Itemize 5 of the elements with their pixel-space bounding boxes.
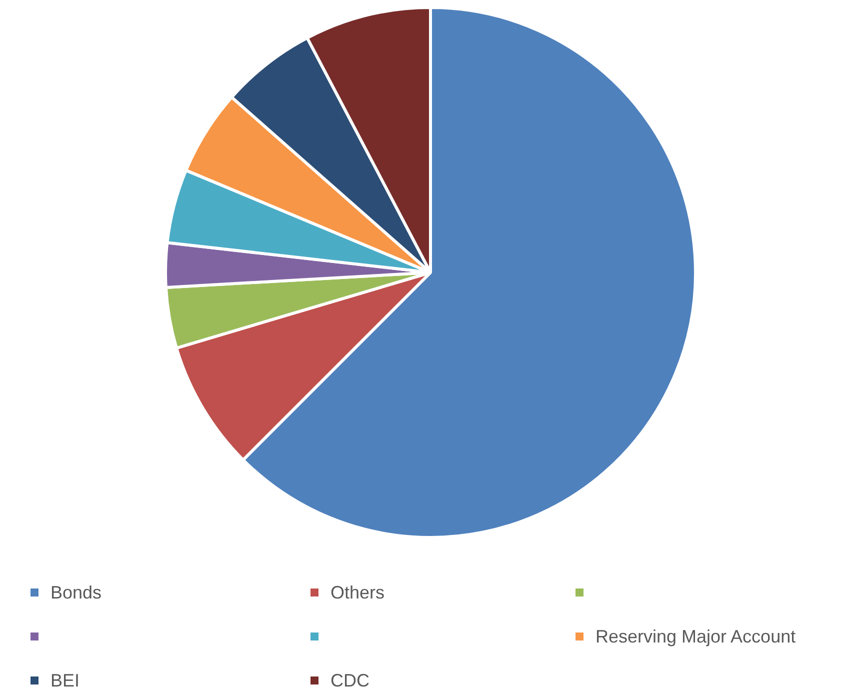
- legend-label: Reserving Major Account: [596, 626, 796, 646]
- legend-label: Others: [330, 582, 385, 602]
- legend-label: CDC: [330, 670, 370, 690]
- legend-label: Bonds: [50, 582, 102, 602]
- legend-label: BEI: [50, 670, 80, 690]
